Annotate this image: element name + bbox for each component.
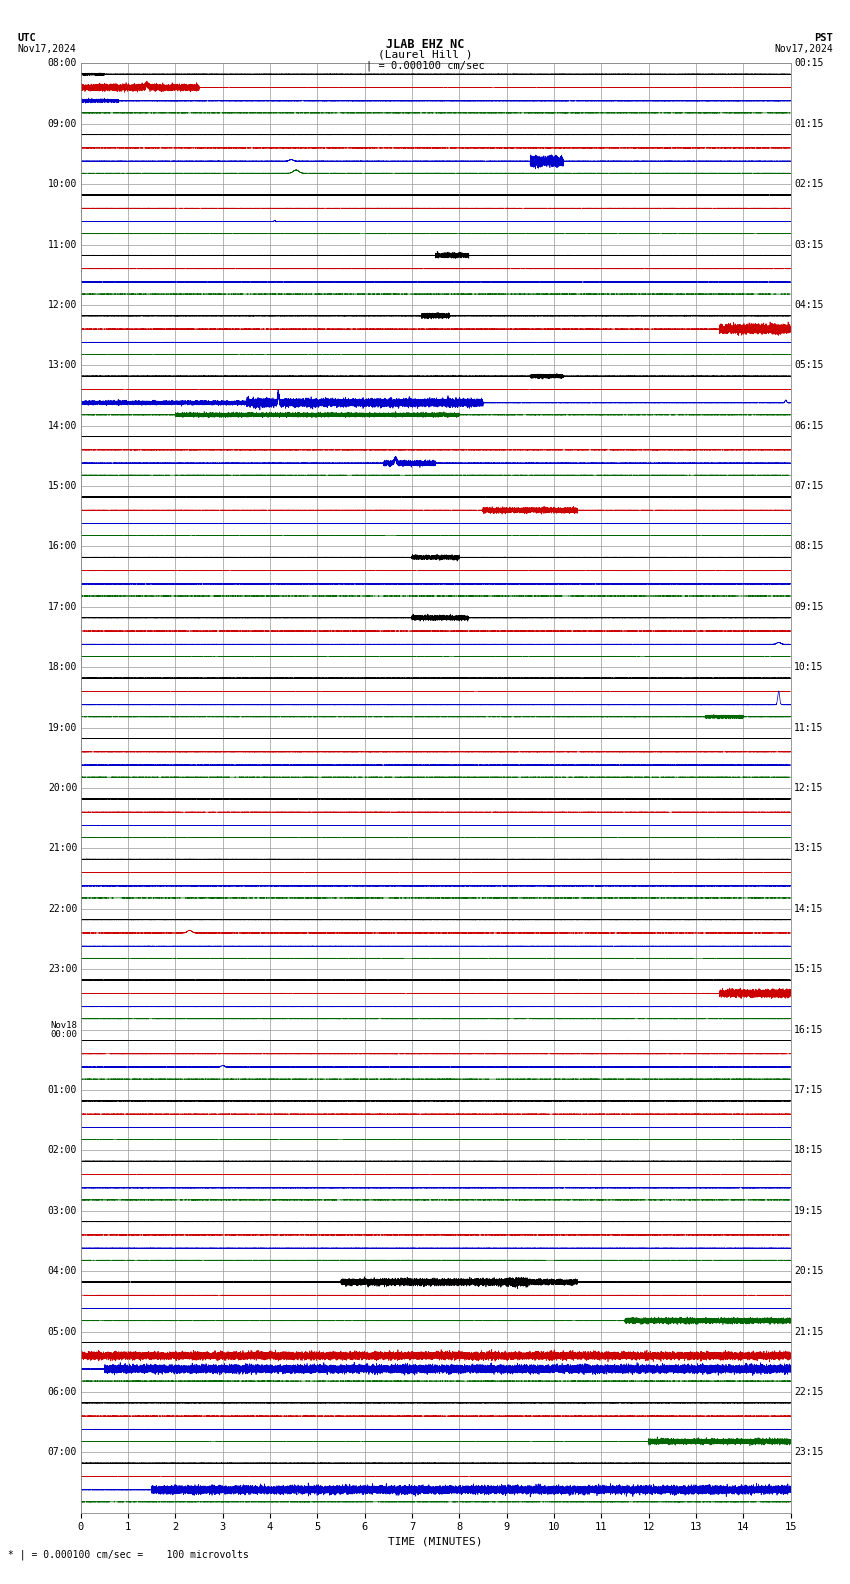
Text: 17:15: 17:15 xyxy=(794,1085,824,1095)
Text: 05:00: 05:00 xyxy=(48,1326,77,1337)
Text: 14:15: 14:15 xyxy=(794,904,824,914)
Text: 22:15: 22:15 xyxy=(794,1388,824,1397)
Text: 02:15: 02:15 xyxy=(794,179,824,188)
Text: Nov17,2024: Nov17,2024 xyxy=(774,44,833,54)
Text: 03:15: 03:15 xyxy=(794,239,824,250)
Text: 12:00: 12:00 xyxy=(48,299,77,310)
Text: 07:00: 07:00 xyxy=(48,1448,77,1457)
Text: 21:15: 21:15 xyxy=(794,1326,824,1337)
Text: 23:15: 23:15 xyxy=(794,1448,824,1457)
Text: 09:15: 09:15 xyxy=(794,602,824,611)
Text: 18:00: 18:00 xyxy=(48,662,77,672)
Text: 05:15: 05:15 xyxy=(794,360,824,371)
Text: (Laurel Hill ): (Laurel Hill ) xyxy=(377,49,473,59)
Text: 01:00: 01:00 xyxy=(48,1085,77,1095)
Text: 00:15: 00:15 xyxy=(794,59,824,68)
Text: 08:15: 08:15 xyxy=(794,542,824,551)
Text: | = 0.000100 cm/sec: | = 0.000100 cm/sec xyxy=(366,60,484,71)
Text: 22:00: 22:00 xyxy=(48,904,77,914)
Text: 17:00: 17:00 xyxy=(48,602,77,611)
Text: 12:15: 12:15 xyxy=(794,782,824,794)
Text: 02:00: 02:00 xyxy=(48,1145,77,1155)
Text: UTC: UTC xyxy=(17,33,36,43)
Text: Nov17,2024: Nov17,2024 xyxy=(17,44,76,54)
Text: 20:15: 20:15 xyxy=(794,1266,824,1277)
Text: 15:15: 15:15 xyxy=(794,965,824,974)
Text: PST: PST xyxy=(814,33,833,43)
Text: 14:00: 14:00 xyxy=(48,421,77,431)
Text: 19:00: 19:00 xyxy=(48,722,77,733)
Text: 10:15: 10:15 xyxy=(794,662,824,672)
Text: 23:00: 23:00 xyxy=(48,965,77,974)
Text: * | = 0.000100 cm/sec =    100 microvolts: * | = 0.000100 cm/sec = 100 microvolts xyxy=(8,1549,249,1560)
Text: 18:15: 18:15 xyxy=(794,1145,824,1155)
Text: JLAB EHZ NC: JLAB EHZ NC xyxy=(386,38,464,51)
Text: 15:00: 15:00 xyxy=(48,482,77,491)
Text: 00:00: 00:00 xyxy=(50,1030,77,1039)
Text: 03:00: 03:00 xyxy=(48,1205,77,1217)
Text: 16:00: 16:00 xyxy=(48,542,77,551)
Text: 21:00: 21:00 xyxy=(48,843,77,854)
Text: 11:00: 11:00 xyxy=(48,239,77,250)
X-axis label: TIME (MINUTES): TIME (MINUTES) xyxy=(388,1536,483,1546)
Text: Nov18: Nov18 xyxy=(50,1020,77,1030)
Text: 08:00: 08:00 xyxy=(48,59,77,68)
Text: 19:15: 19:15 xyxy=(794,1205,824,1217)
Text: 04:15: 04:15 xyxy=(794,299,824,310)
Text: 13:00: 13:00 xyxy=(48,360,77,371)
Text: 13:15: 13:15 xyxy=(794,843,824,854)
Text: 20:00: 20:00 xyxy=(48,782,77,794)
Text: 10:00: 10:00 xyxy=(48,179,77,188)
Text: 01:15: 01:15 xyxy=(794,119,824,128)
Text: 04:00: 04:00 xyxy=(48,1266,77,1277)
Text: 11:15: 11:15 xyxy=(794,722,824,733)
Text: 06:00: 06:00 xyxy=(48,1388,77,1397)
Text: 06:15: 06:15 xyxy=(794,421,824,431)
Text: 07:15: 07:15 xyxy=(794,482,824,491)
Text: 16:15: 16:15 xyxy=(794,1025,824,1034)
Text: 09:00: 09:00 xyxy=(48,119,77,128)
